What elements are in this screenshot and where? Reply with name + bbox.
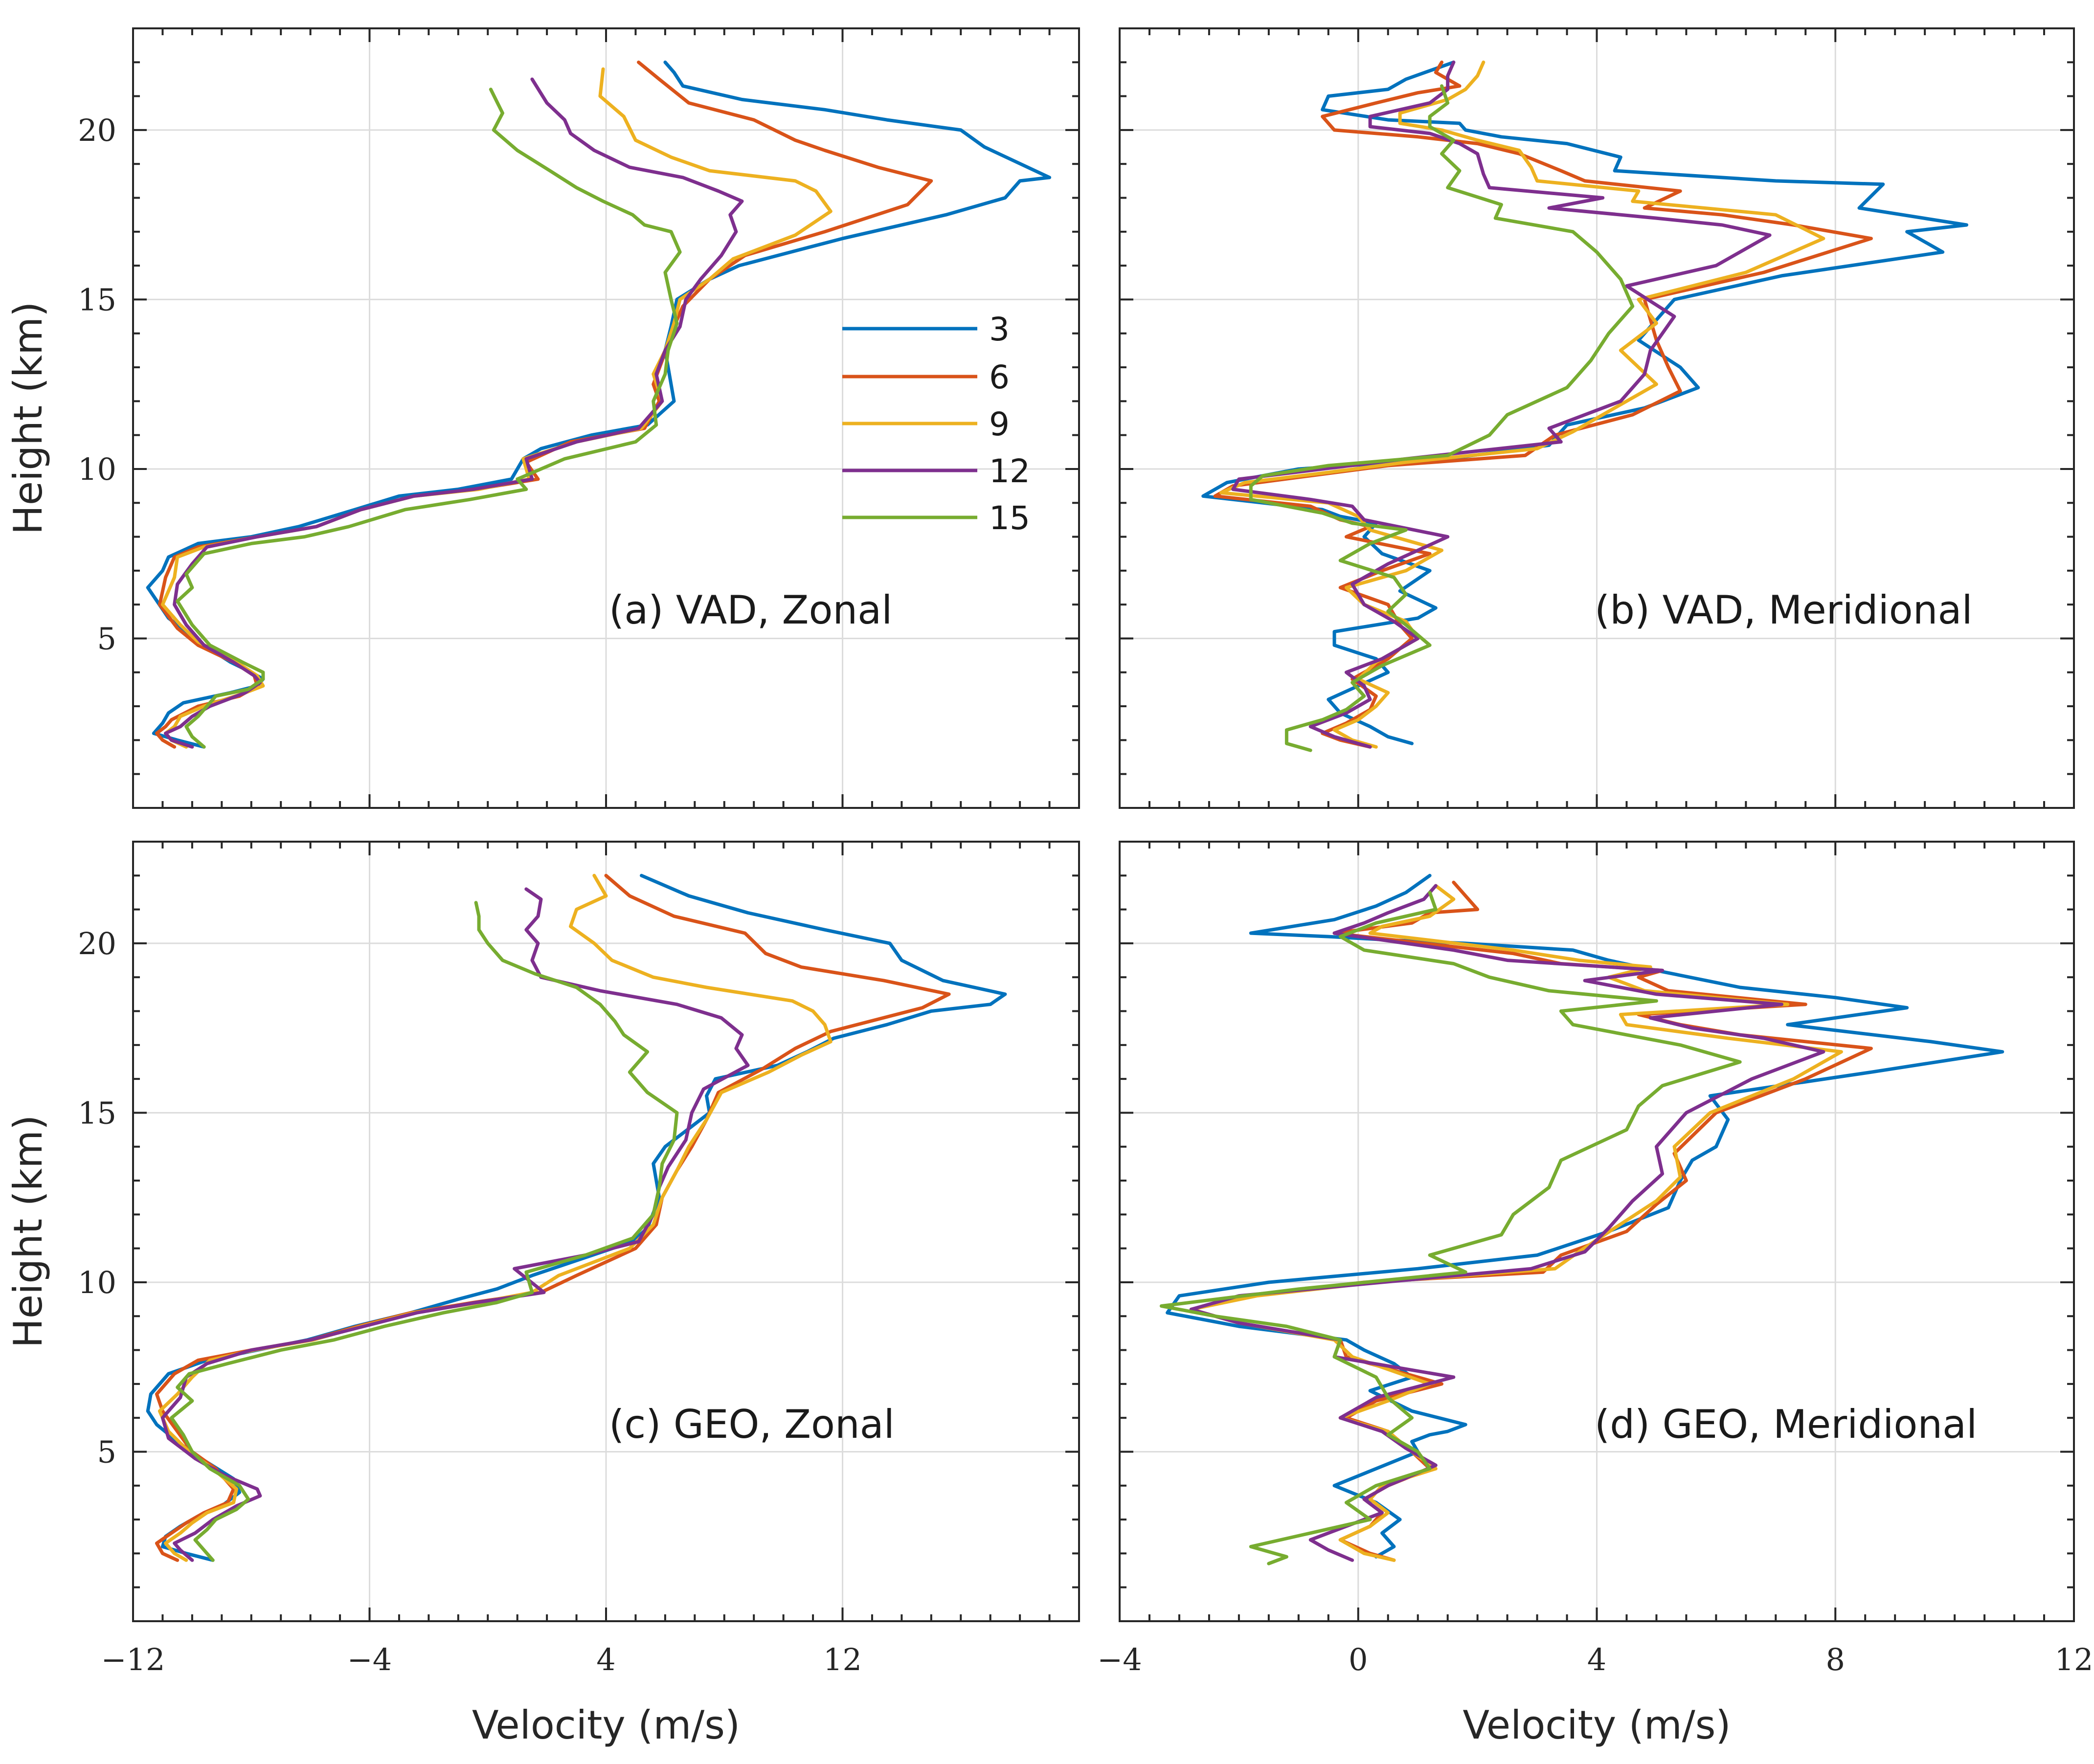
y-tick-label: 10 (78, 451, 116, 487)
series-lines (1159, 873, 2004, 1565)
panel-b-vad-meridional: (b) VAD, Meridional (1119, 27, 2075, 809)
grid-lines (133, 28, 1079, 808)
x-tick-label: −4 (1097, 1642, 1142, 1677)
panel-annotation: (b) VAD, Meridional (1595, 587, 1973, 633)
x-tick-label: 12 (2055, 1642, 2094, 1677)
series-line-12 (160, 887, 750, 1562)
series-line-12 (1231, 60, 1772, 749)
series-line-15 (1159, 891, 1742, 1565)
grid-lines (133, 842, 1079, 1621)
series-line-9 (158, 873, 833, 1562)
x-tick-label: 0 (1349, 1642, 1368, 1677)
series-line-15 (170, 901, 679, 1562)
y-tick-label: 10 (78, 1265, 116, 1300)
panel-annotation: (d) GEO, Meridional (1595, 1402, 1977, 1447)
axes-frame (132, 841, 1080, 1622)
panel-d-geo-meridional: −4 0 4 8 12 Velocity (m/s) (d) GEO, Meri… (1097, 841, 2094, 1748)
y-axis-label: Height (km) (5, 302, 51, 535)
x-tick-label: 8 (1826, 1642, 1845, 1677)
y-axis-label: Height (km) (5, 1115, 51, 1348)
series-line-15 (176, 88, 682, 749)
series-lines (1201, 60, 1968, 752)
panel-annotation: (a) VAD, Zonal (609, 587, 892, 633)
series-lines (146, 873, 1007, 1562)
x-tick-label: 12 (823, 1642, 862, 1677)
legend-label-3: 3 (989, 311, 1010, 348)
x-tick-label: −12 (101, 1642, 165, 1677)
axes-frame (132, 27, 1080, 809)
legend: 3 6 9 12 15 (842, 311, 1030, 537)
y-tick-label: 15 (78, 1095, 116, 1131)
legend-label-15: 15 (989, 499, 1030, 537)
y-tick-label: 5 (97, 621, 116, 656)
x-axis-label: Velocity (m/s) (472, 1702, 740, 1748)
x-tick-label: 4 (596, 1642, 615, 1677)
y-tick-label: 15 (78, 282, 116, 317)
series-lines (146, 60, 1052, 749)
panel-c-geo-zonal: 5 10 15 20 −12 −4 4 12 Height (km) Veloc… (5, 841, 1080, 1748)
x-axis-label: Velocity (m/s) (1463, 1702, 1731, 1748)
panel-a-vad-zonal: 5 10 15 20 Height (km) (a) VAD, Zonal 3 … (5, 27, 1080, 809)
axes-frame (1119, 27, 2075, 809)
x-tick-label: 4 (1587, 1642, 1606, 1677)
legend-label-12: 12 (989, 452, 1030, 490)
y-tick-label: 5 (97, 1434, 116, 1470)
x-tick-label: −4 (347, 1642, 392, 1677)
ticks (1119, 28, 2075, 808)
y-tick-label: 20 (78, 926, 116, 961)
legend-label-9: 9 (989, 405, 1010, 443)
series-line-15 (1249, 84, 1635, 752)
panel-annotation: (c) GEO, Zonal (609, 1402, 895, 1447)
y-tick-label: 20 (78, 112, 116, 148)
axes-frame (1119, 841, 2075, 1622)
legend-label-6: 6 (989, 358, 1010, 396)
